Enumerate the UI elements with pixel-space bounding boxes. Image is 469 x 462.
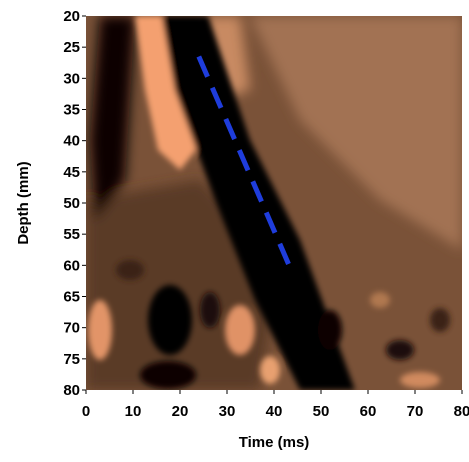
x-tick-label: 50 — [313, 403, 330, 420]
y-tick-label: 25 — [63, 39, 80, 56]
y-axis-label: Depth (mm) — [15, 161, 32, 244]
x-tick-label: 10 — [125, 403, 142, 420]
x-tick-label: 60 — [360, 403, 377, 420]
y-tick-label: 65 — [63, 288, 80, 305]
y-tick-label: 75 — [63, 351, 80, 368]
x-tick-label: 70 — [407, 403, 424, 420]
x-axis-label: Time (ms) — [239, 434, 310, 451]
x-tick-label: 20 — [172, 403, 189, 420]
y-tick-label: 20 — [63, 8, 80, 25]
y-tick-label: 60 — [63, 257, 80, 274]
dashed-line — [196, 55, 293, 270]
y-tick-label: 80 — [63, 382, 80, 399]
heatmap-background — [86, 16, 462, 390]
y-tick-label: 35 — [63, 101, 80, 118]
x-tick-label: 80 — [454, 403, 469, 420]
y-tick-label: 70 — [63, 320, 80, 337]
y-tick-label: 45 — [63, 164, 80, 181]
x-tick-label: 40 — [266, 403, 283, 420]
y-tick-label: 40 — [63, 133, 80, 150]
x-tick-label: 30 — [219, 403, 236, 420]
y-tick-label: 50 — [63, 195, 80, 212]
y-tick-label: 55 — [63, 226, 80, 243]
x-tick-label: 0 — [82, 403, 90, 420]
y-tick-label: 30 — [63, 70, 80, 87]
